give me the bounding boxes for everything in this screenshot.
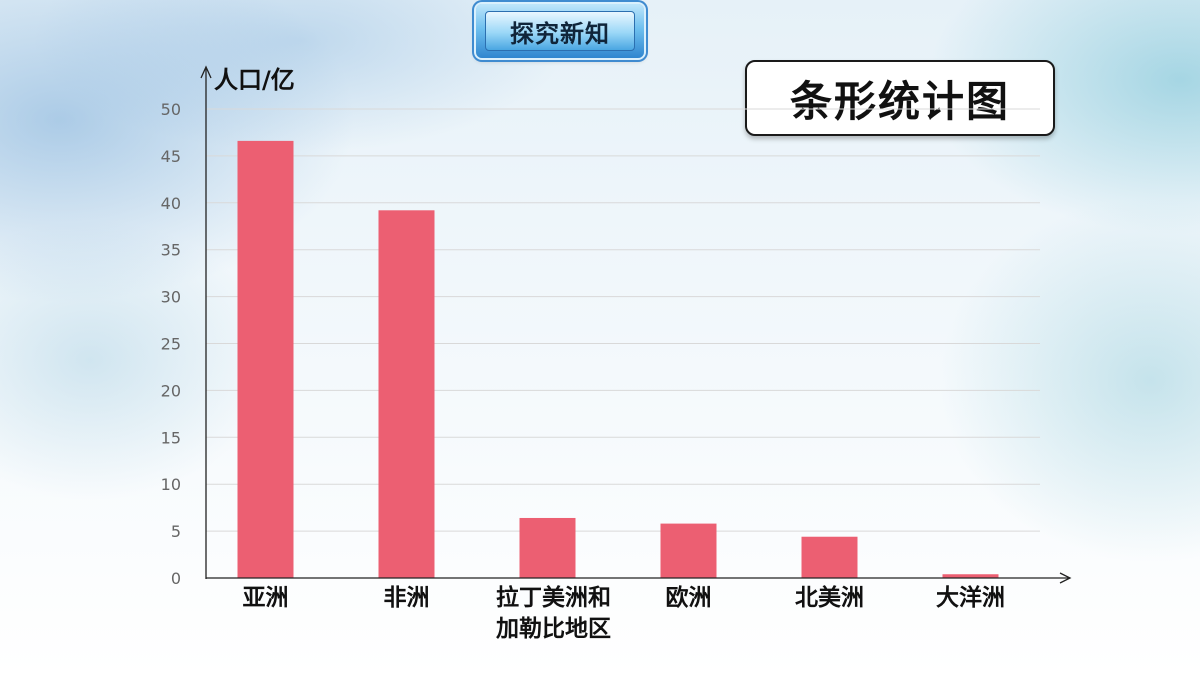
x-category-label: 欧洲 [666, 585, 712, 611]
bar [519, 517, 576, 578]
x-category-label: 非洲 [384, 585, 430, 611]
y-tick-label: 0 [171, 569, 181, 588]
bar [237, 140, 294, 578]
x-category-label: 北美洲 [795, 584, 864, 611]
y-axis-arrow [200, 65, 212, 79]
y-tick-label: 30 [161, 288, 181, 307]
x-category-label: 拉丁美洲和 [496, 584, 611, 611]
axes [200, 65, 1072, 584]
y-tick-label: 15 [161, 428, 181, 447]
y-tick-label: 25 [161, 335, 181, 354]
y-tick-label: 50 [161, 100, 181, 119]
x-category-label: 大洋洲 [936, 584, 1005, 611]
bar [942, 574, 999, 578]
y-axis-title: 人口/亿 [214, 66, 295, 94]
y-tick-label: 20 [161, 381, 181, 400]
bar [660, 523, 717, 578]
grid-lines [206, 108, 1040, 532]
y-tick-label: 10 [161, 475, 181, 494]
y-tick-label: 45 [161, 147, 181, 166]
chart-title: 条形统计图 [745, 60, 1055, 136]
x-axis-arrow [1059, 572, 1072, 584]
y-tick-label: 40 [161, 194, 181, 213]
y-tick-label: 35 [161, 241, 181, 260]
bars [237, 140, 999, 578]
section-badge-label: 探究新知 [485, 11, 635, 51]
y-tick-label: 5 [171, 522, 181, 541]
bar [801, 536, 858, 578]
x-category-label: 亚洲 [243, 585, 289, 611]
x-category-label: 加勒比地区 [495, 616, 611, 642]
bar [378, 210, 435, 578]
section-badge: 探究新知 [476, 4, 644, 58]
